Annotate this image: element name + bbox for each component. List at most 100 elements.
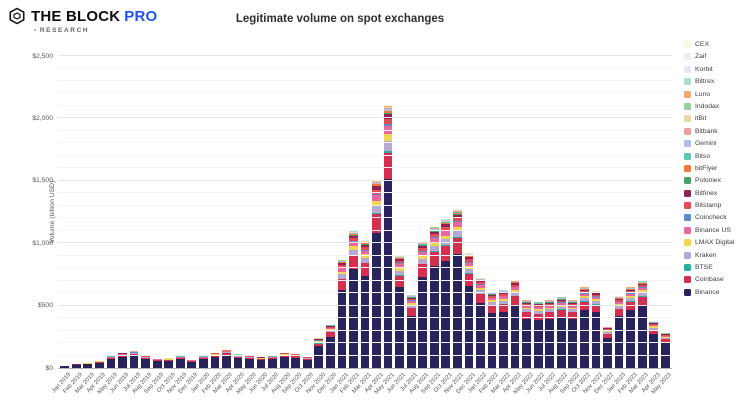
- bar-segment-coincheck[interactable]: [372, 193, 381, 196]
- bar-segment-bitstamp[interactable]: [580, 291, 589, 293]
- bar-segment-bitfinex[interactable]: [603, 328, 612, 330]
- bar-segment-binance[interactable]: [222, 355, 231, 368]
- bar-segment-gemini[interactable]: [452, 211, 462, 213]
- bar-segment-kraken[interactable]: [233, 356, 243, 357]
- bar-segment-bitstamp[interactable]: [429, 234, 439, 237]
- bar-segment-kraken[interactable]: [291, 355, 301, 357]
- bar-feb-2021[interactable]: [349, 230, 358, 368]
- bar-segment-binance[interactable]: [325, 336, 335, 368]
- bar-segment-lmax-digital[interactable]: [510, 289, 520, 293]
- bar-segment-kraken[interactable]: [372, 205, 381, 213]
- bar-segment-lmax-digital[interactable]: [429, 242, 439, 246]
- bar-segment-coinbase[interactable]: [325, 332, 335, 337]
- bar-segment-binance[interactable]: [591, 312, 601, 368]
- bar-jul-2021[interactable]: [406, 295, 416, 368]
- bar-segment-binance[interactable]: [256, 360, 266, 368]
- bar-segment-bitflyer[interactable]: [349, 234, 358, 236]
- bar-segment-coincheck[interactable]: [476, 284, 485, 285]
- bar-segment-coinbase[interactable]: [649, 329, 659, 335]
- bar-segment-coinbase[interactable]: [83, 363, 93, 365]
- bar-segment-binance-us[interactable]: [568, 305, 578, 308]
- bar-feb-2019[interactable]: [71, 364, 81, 368]
- bar-segment-binance-us[interactable]: [337, 268, 347, 272]
- bar-jan-2019[interactable]: [60, 365, 70, 368]
- bar-segment-bitfinex[interactable]: [349, 235, 358, 239]
- bar-segment-coincheck[interactable]: [429, 236, 439, 238]
- bar-segment-kraken[interactable]: [637, 292, 647, 297]
- bar-segment-binance-us[interactable]: [533, 307, 543, 310]
- bar-segment-coinbase[interactable]: [337, 279, 347, 290]
- bar-segment-bitfinex[interactable]: [660, 334, 670, 335]
- bar-segment-binance[interactable]: [245, 359, 254, 368]
- bar-segment-coincheck[interactable]: [452, 220, 462, 222]
- bar-segment-kraken[interactable]: [487, 302, 497, 306]
- bar-segment-bitstamp[interactable]: [372, 189, 381, 194]
- bar-mar-2020[interactable]: [222, 350, 231, 368]
- bar-segment-btse[interactable]: [337, 278, 347, 280]
- bar-segment-coincheck[interactable]: [383, 124, 393, 127]
- bar-segment-binance-us[interactable]: [429, 237, 439, 243]
- bar-segment-bitbank[interactable]: [429, 228, 439, 229]
- bar-segment-bitstamp[interactable]: [510, 284, 520, 287]
- bar-aug-2021[interactable]: [418, 241, 428, 368]
- bar-segment-coinbase[interactable]: [291, 356, 301, 358]
- bar-apr-2019[interactable]: [95, 360, 104, 368]
- bar-segment-lmax-digital[interactable]: [545, 307, 555, 310]
- bar-segment-lmax-digital[interactable]: [395, 267, 405, 271]
- bar-segment-lmax-digital[interactable]: [522, 307, 532, 310]
- bar-segment-bitfinex[interactable]: [325, 325, 335, 327]
- bar-segment-bitfinex[interactable]: [580, 289, 589, 292]
- bar-segment-btse[interactable]: [441, 245, 451, 246]
- bar-segment-binance[interactable]: [83, 364, 93, 368]
- bar-segment-kraken[interactable]: [349, 249, 358, 255]
- bar-segment-kraken[interactable]: [222, 352, 231, 354]
- bar-segment-bitfinex[interactable]: [510, 283, 520, 285]
- bar-segment-lmax-digital[interactable]: [591, 299, 601, 302]
- bar-segment-kraken[interactable]: [476, 289, 485, 294]
- bar-segment-binance[interactable]: [60, 366, 70, 368]
- bar-segment-bitstamp[interactable]: [603, 329, 612, 330]
- bar-segment-binance-us[interactable]: [476, 284, 485, 288]
- bar-aug-2019[interactable]: [141, 355, 150, 368]
- bar-segment-coinbase[interactable]: [441, 245, 451, 261]
- bar-feb-2023[interactable]: [626, 287, 635, 368]
- bar-segment-kraken[interactable]: [603, 332, 612, 335]
- bar-jun-2022[interactable]: [533, 302, 543, 368]
- bar-segment-bitfinex[interactable]: [314, 339, 324, 340]
- bar-segment-binance[interactable]: [95, 362, 104, 368]
- bar-segment-itbit[interactable]: [429, 227, 439, 229]
- bar-segment-kraken[interactable]: [499, 300, 508, 304]
- bar-sep-2019[interactable]: [152, 358, 162, 368]
- bar-segment-poloniex[interactable]: [349, 235, 358, 236]
- bar-segment-coincheck[interactable]: [464, 261, 474, 263]
- bar-segment-btse[interactable]: [464, 273, 474, 275]
- legend-item-cex[interactable]: CEX: [684, 41, 734, 48]
- bar-segment-binance[interactable]: [106, 359, 116, 368]
- bar-segment-coinbase[interactable]: [626, 301, 635, 310]
- bar-segment-bitflyer[interactable]: [441, 222, 451, 224]
- bar-segment-kraken[interactable]: [360, 257, 370, 263]
- bar-segment-poloniex[interactable]: [452, 214, 462, 215]
- bar-segment-binance-us[interactable]: [395, 264, 405, 268]
- bar-segment-lmax-digital[interactable]: [476, 287, 485, 290]
- bar-segment-bitstamp[interactable]: [568, 303, 578, 306]
- bar-segment-coincheck[interactable]: [591, 296, 601, 297]
- bar-segment-kraken[interactable]: [522, 309, 532, 313]
- bar-segment-binance[interactable]: [522, 319, 532, 368]
- bar-segment-bitflyer[interactable]: [418, 244, 428, 246]
- legend-item-korbit[interactable]: Korbit: [684, 65, 734, 73]
- bar-segment-kraken[interactable]: [383, 140, 393, 152]
- bar-segment-kraken[interactable]: [580, 298, 589, 302]
- bar-apr-2023[interactable]: [649, 321, 659, 368]
- bar-segment-binance[interactable]: [210, 356, 220, 368]
- bar-mar-2019[interactable]: [83, 362, 93, 368]
- bar-segment-poloniex[interactable]: [372, 185, 381, 187]
- bar-segment-bitflyer[interactable]: [406, 296, 416, 298]
- bar-segment-kraken[interactable]: [533, 310, 543, 314]
- bar-segment-coinbase[interactable]: [383, 152, 393, 179]
- bar-segment-btse[interactable]: [429, 251, 439, 253]
- bar-segment-coinbase[interactable]: [141, 357, 150, 360]
- bar-may-2022[interactable]: [522, 300, 532, 368]
- bar-segment-bitflyer[interactable]: [487, 293, 497, 295]
- bar-segment-bitstamp[interactable]: [614, 300, 624, 302]
